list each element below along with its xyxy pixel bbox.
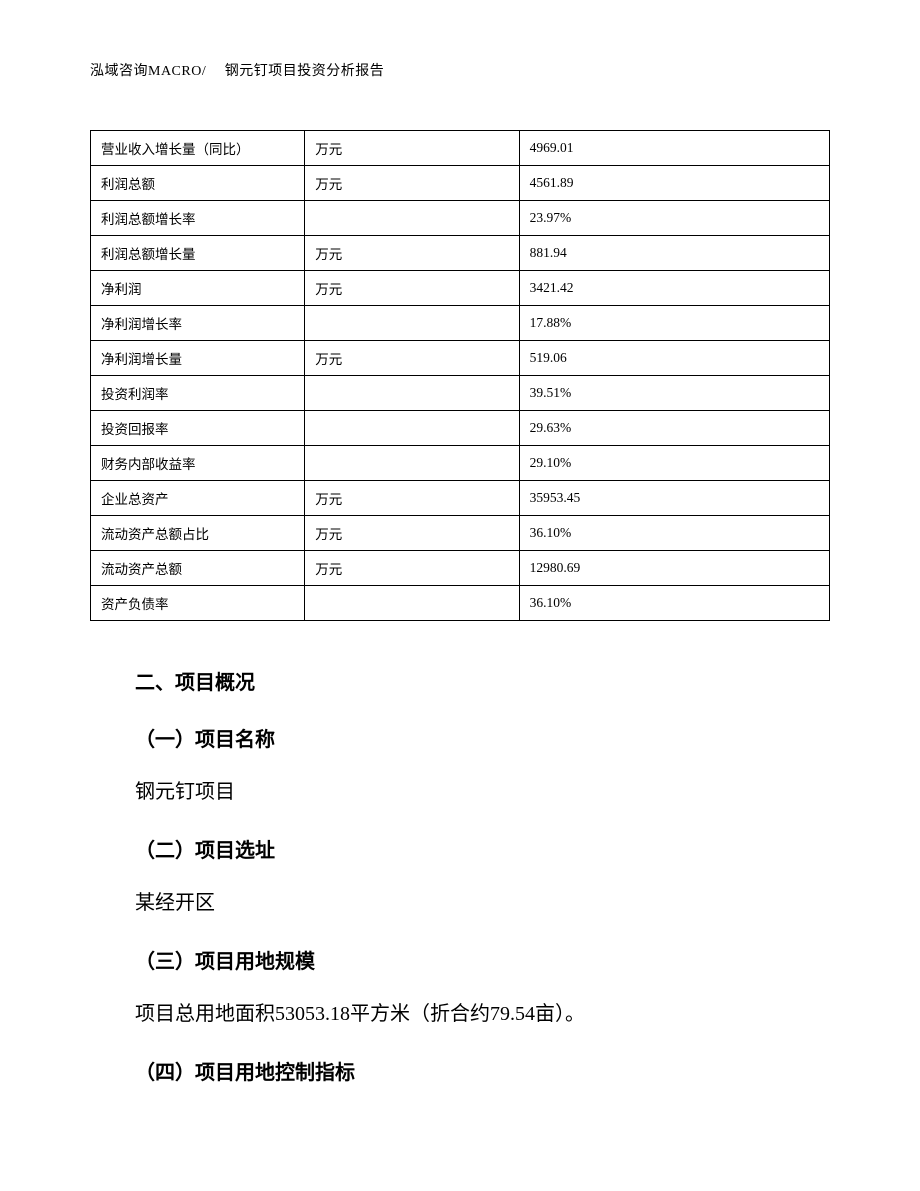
row-unit: 万元 — [305, 166, 519, 201]
row-label: 企业总资产 — [91, 481, 305, 516]
row-label: 净利润增长量 — [91, 341, 305, 376]
row-label: 净利润 — [91, 271, 305, 306]
row-value: 35953.45 — [519, 481, 829, 516]
row-value: 29.63% — [519, 411, 829, 446]
row-label: 投资回报率 — [91, 411, 305, 446]
table-row: 净利润增长量 万元 519.06 — [91, 341, 830, 376]
row-label: 利润总额增长量 — [91, 236, 305, 271]
section-title: 二、项目概况 — [135, 666, 810, 695]
table-row: 利润总额增长量 万元 881.94 — [91, 236, 830, 271]
row-unit: 万元 — [305, 481, 519, 516]
table-row: 净利润增长率 17.88% — [91, 306, 830, 341]
row-value: 4561.89 — [519, 166, 829, 201]
document-page: 泓域咨询MACRO/ 钢元钉项目投资分析报告 营业收入增长量（同比） 万元 49… — [0, 0, 920, 1169]
table-row: 营业收入增长量（同比） 万元 4969.01 — [91, 131, 830, 166]
row-unit — [305, 411, 519, 446]
row-label: 净利润增长率 — [91, 306, 305, 341]
table-body: 营业收入增长量（同比） 万元 4969.01 利润总额 万元 4561.89 利… — [91, 131, 830, 621]
table-row: 净利润 万元 3421.42 — [91, 271, 830, 306]
page-header: 泓域咨询MACRO/ 钢元钉项目投资分析报告 — [90, 60, 830, 80]
row-unit — [305, 376, 519, 411]
row-label: 利润总额 — [91, 166, 305, 201]
row-unit: 万元 — [305, 341, 519, 376]
row-value: 36.10% — [519, 586, 829, 621]
row-unit: 万元 — [305, 551, 519, 586]
row-unit: 万元 — [305, 271, 519, 306]
row-label: 流动资产总额占比 — [91, 516, 305, 551]
financial-table: 营业收入增长量（同比） 万元 4969.01 利润总额 万元 4561.89 利… — [90, 130, 830, 621]
table-row: 投资回报率 29.63% — [91, 411, 830, 446]
table-row: 财务内部收益率 29.10% — [91, 446, 830, 481]
row-label: 营业收入增长量（同比） — [91, 131, 305, 166]
table-row: 资产负债率 36.10% — [91, 586, 830, 621]
row-label: 投资利润率 — [91, 376, 305, 411]
table-row: 流动资产总额 万元 12980.69 — [91, 551, 830, 586]
row-value: 29.10% — [519, 446, 829, 481]
table-row: 投资利润率 39.51% — [91, 376, 830, 411]
subsection-2-text: 某经开区 — [135, 887, 810, 919]
row-value: 881.94 — [519, 236, 829, 271]
subsection-4-title: （四）项目用地控制指标 — [135, 1056, 810, 1085]
row-unit: 万元 — [305, 131, 519, 166]
row-unit: 万元 — [305, 516, 519, 551]
table-row: 企业总资产 万元 35953.45 — [91, 481, 830, 516]
row-value: 12980.69 — [519, 551, 829, 586]
subsection-2-title: （二）项目选址 — [135, 834, 810, 863]
row-value: 3421.42 — [519, 271, 829, 306]
row-label: 资产负债率 — [91, 586, 305, 621]
row-value: 519.06 — [519, 341, 829, 376]
row-label: 流动资产总额 — [91, 551, 305, 586]
subsection-1-title: （一）项目名称 — [135, 723, 810, 752]
row-unit: 万元 — [305, 236, 519, 271]
row-label: 财务内部收益率 — [91, 446, 305, 481]
subsection-3-title: （三）项目用地规模 — [135, 945, 810, 974]
row-value: 39.51% — [519, 376, 829, 411]
row-unit — [305, 306, 519, 341]
subsection-1-text: 钢元钉项目 — [135, 776, 810, 808]
subsection-3-text: 项目总用地面积53053.18平方米（折合约79.54亩）。 — [135, 998, 810, 1030]
row-unit — [305, 201, 519, 236]
row-unit — [305, 586, 519, 621]
row-value: 36.10% — [519, 516, 829, 551]
row-value: 4969.01 — [519, 131, 829, 166]
row-label: 利润总额增长率 — [91, 201, 305, 236]
document-content: 二、项目概况 （一）项目名称 钢元钉项目 （二）项目选址 某经开区 （三）项目用… — [90, 666, 830, 1085]
row-unit — [305, 446, 519, 481]
row-value: 17.88% — [519, 306, 829, 341]
row-value: 23.97% — [519, 201, 829, 236]
table-row: 利润总额增长率 23.97% — [91, 201, 830, 236]
header-text: 泓域咨询MACRO/ 钢元钉项目投资分析报告 — [90, 64, 384, 79]
table-row: 流动资产总额占比 万元 36.10% — [91, 516, 830, 551]
table-row: 利润总额 万元 4561.89 — [91, 166, 830, 201]
